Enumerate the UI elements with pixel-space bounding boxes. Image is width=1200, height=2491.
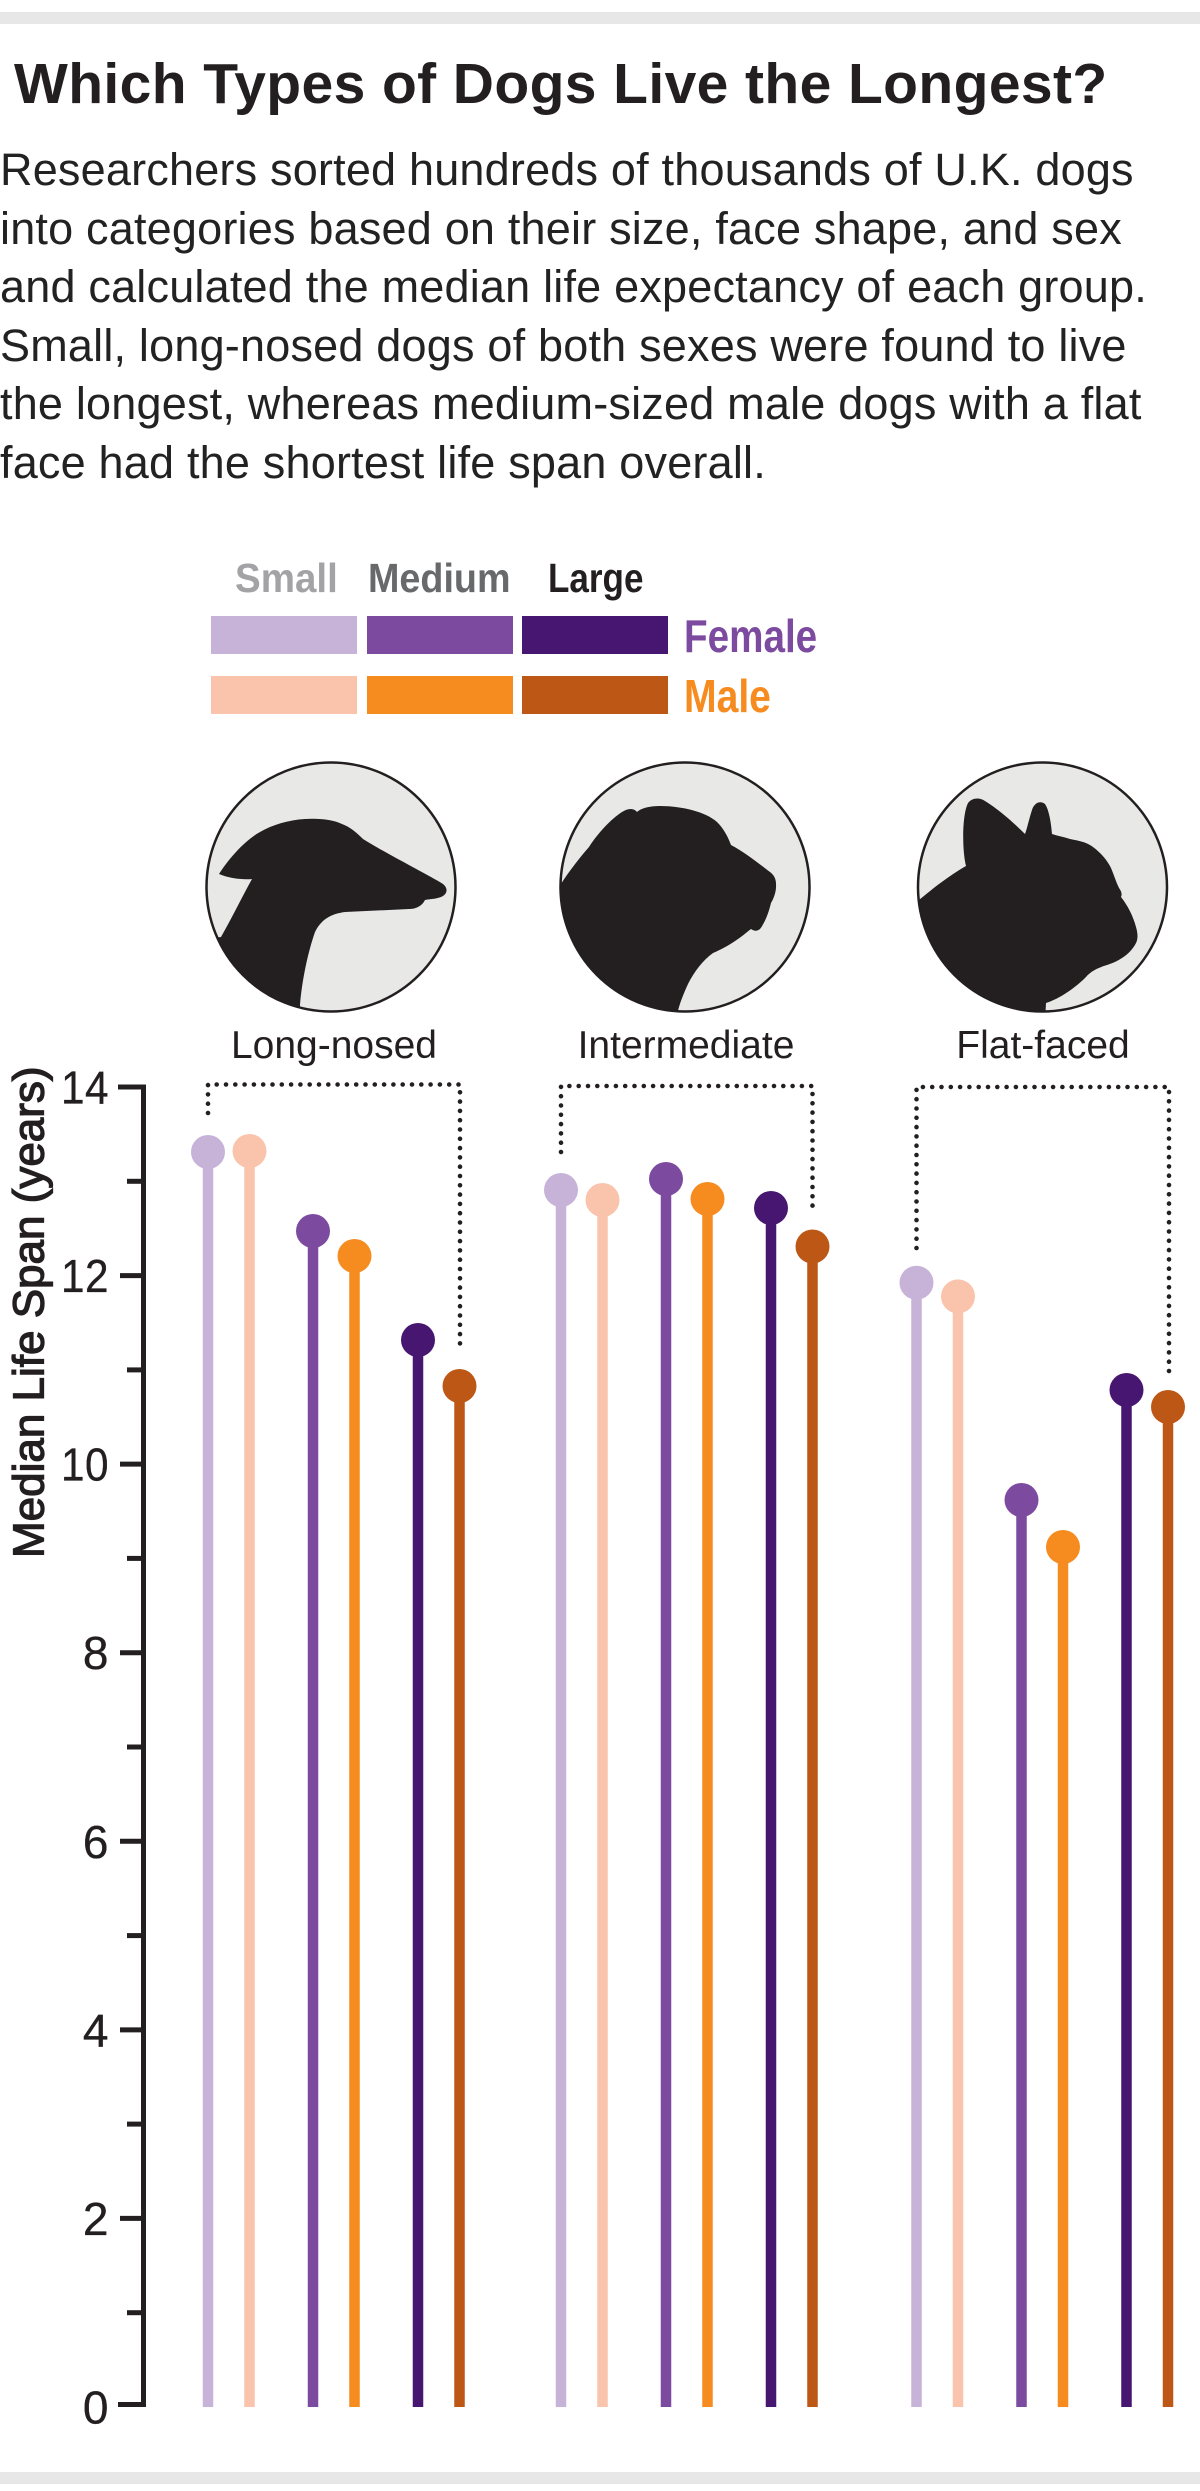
svg-text:4: 4 xyxy=(83,2004,109,2056)
svg-text:12: 12 xyxy=(61,1252,109,1303)
svg-text:8: 8 xyxy=(83,1627,109,1679)
svg-text:14: 14 xyxy=(61,1063,109,1114)
svg-text:0: 0 xyxy=(83,2382,109,2434)
svg-text:10: 10 xyxy=(61,1440,109,1491)
svg-text:6: 6 xyxy=(83,1816,109,1868)
svg-text:Median Life Span (years): Median Life Span (years) xyxy=(5,1066,54,1558)
svg-text:2: 2 xyxy=(83,2193,109,2245)
